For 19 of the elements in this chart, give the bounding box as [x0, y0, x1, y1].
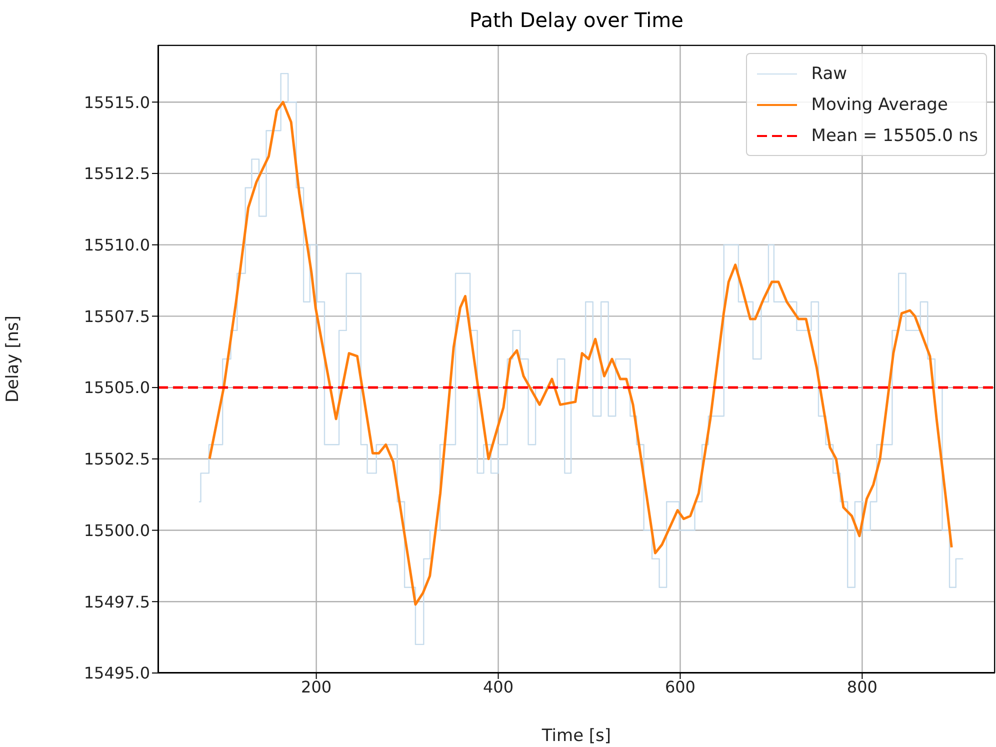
y-tick-label: 15495.0	[84, 664, 150, 683]
y-tick-label: 15515.0	[84, 92, 150, 112]
legend-label: Mean = 15505.0 ns	[811, 126, 978, 146]
y-axis-title: Delay [ns]	[3, 315, 24, 403]
y-tick-label: 15505.0	[84, 378, 150, 398]
legend-label: Moving Average	[811, 94, 948, 114]
legend-label: Raw	[811, 64, 848, 84]
y-tick-label: 15500.0	[84, 520, 150, 540]
x-axis-title: Time [s]	[540, 726, 612, 746]
y-tick-label: 15512.5	[84, 164, 150, 184]
y-tick-label: 15510.0	[84, 236, 150, 254]
y-tick-label: 15502.5	[84, 450, 150, 469]
x-tick-label: 400	[482, 677, 514, 696]
x-tick-label: 800	[846, 677, 878, 696]
x-tick-label: 600	[664, 677, 696, 696]
y-tick-label: 15497.5	[84, 592, 150, 612]
x-tick-label: 200	[301, 677, 332, 696]
y-tick-label: 15507.5	[84, 306, 150, 326]
chart-title: Path Delay over Time	[468, 8, 684, 32]
